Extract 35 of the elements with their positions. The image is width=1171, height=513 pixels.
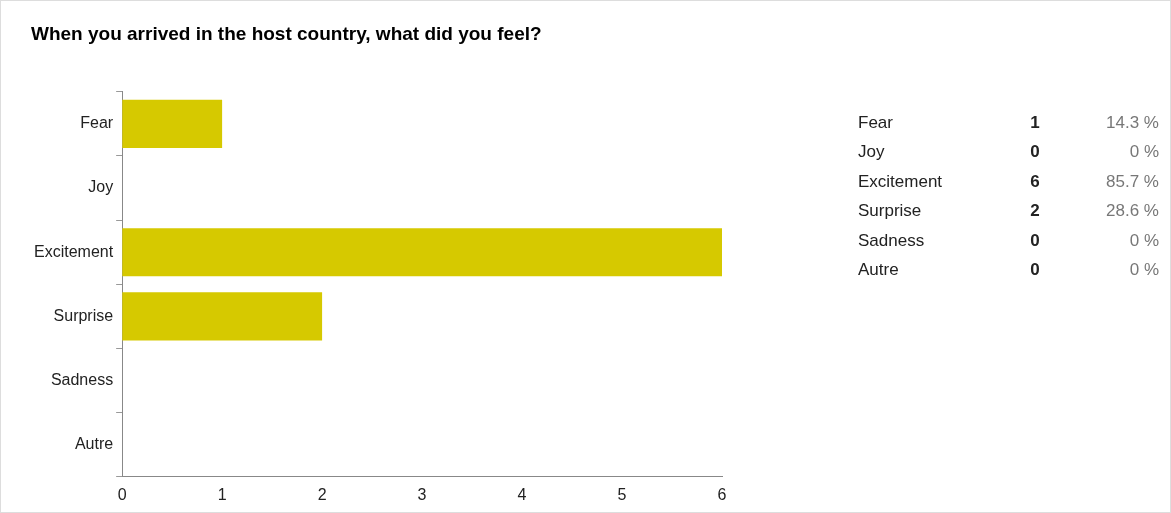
chart-title: When you arrived in the host country, what did you feel? xyxy=(31,22,542,44)
text: 85.7 % xyxy=(1106,171,1159,191)
text: Fear xyxy=(858,112,894,132)
text: 0 xyxy=(1030,142,1040,162)
x-tick-label: 2 xyxy=(317,485,327,503)
text: 6 xyxy=(1030,171,1040,191)
bar xyxy=(122,99,223,148)
text: 14.3 % xyxy=(1106,112,1159,132)
x-tick-label: 0 xyxy=(117,485,127,503)
x-tick-label: 1 xyxy=(217,485,227,503)
y-tick-label: Excitement xyxy=(34,242,114,260)
text: 1 xyxy=(1030,112,1040,132)
text: Surprise xyxy=(858,201,922,221)
y-tick-label: Autre xyxy=(74,435,114,453)
text: 0 % xyxy=(1129,230,1159,250)
text: 0 % xyxy=(1129,260,1159,280)
text: 0 % xyxy=(1129,142,1159,162)
text: 0 xyxy=(1030,260,1040,280)
text: 2 xyxy=(1030,201,1040,221)
text: 0 xyxy=(1030,230,1040,250)
y-tick-label: Surprise xyxy=(53,306,114,324)
text: Excitement xyxy=(858,171,943,191)
text: 28.6 % xyxy=(1106,201,1159,221)
y-tick-label: Sadness xyxy=(50,370,114,388)
x-tick-label: 6 xyxy=(717,485,727,503)
y-tick-label: Joy xyxy=(88,178,114,196)
text: Sadness xyxy=(858,230,925,250)
y-tick-label: Fear xyxy=(80,114,114,132)
x-tick-label: 3 xyxy=(417,485,427,503)
x-tick-label: 5 xyxy=(617,485,627,503)
x-tick-label: 4 xyxy=(517,485,527,503)
bar xyxy=(122,292,323,341)
text: Joy xyxy=(858,142,885,162)
bar xyxy=(122,228,722,277)
text: Autre xyxy=(858,260,899,280)
